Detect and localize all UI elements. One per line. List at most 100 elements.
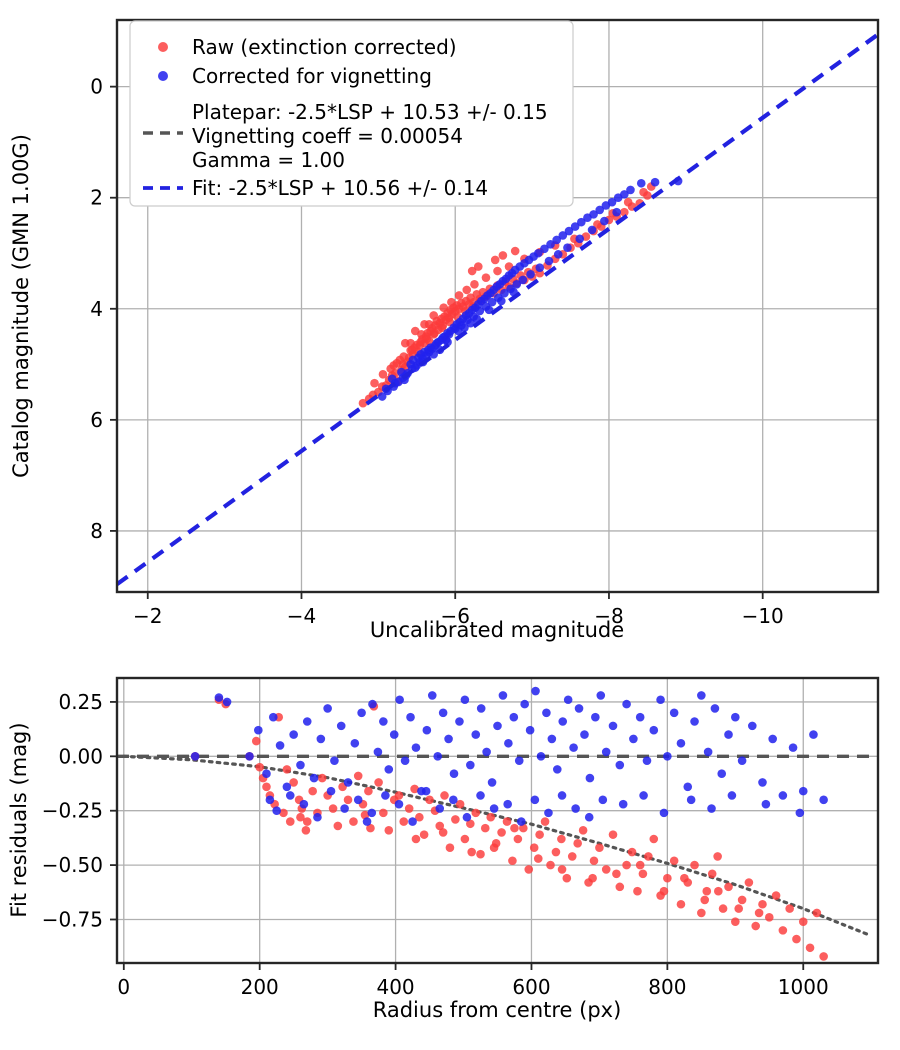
data-point <box>379 717 388 726</box>
data-point <box>449 795 458 805</box>
data-point <box>481 273 491 282</box>
data-point <box>214 693 224 702</box>
data-point <box>444 734 453 744</box>
tick-label-x: −8 <box>594 604 623 628</box>
data-point <box>731 712 740 722</box>
data-point <box>622 699 631 709</box>
data-point <box>265 795 275 805</box>
data-point <box>425 795 434 805</box>
data-point <box>724 730 733 739</box>
data-point <box>406 338 415 348</box>
top-tick-labels: −2 −4 −6 −8 −10 0 2 4 6 8 <box>90 75 784 628</box>
data-point <box>608 721 618 731</box>
data-point <box>493 721 502 731</box>
data-point <box>513 834 523 844</box>
data-point <box>395 695 404 705</box>
data-point <box>710 704 720 713</box>
data-point <box>440 791 449 800</box>
data-point <box>524 865 534 874</box>
vignetting-model-curve <box>122 754 873 938</box>
tick-label-x: −4 <box>287 604 316 628</box>
data-point <box>627 847 637 857</box>
data-point <box>562 873 572 883</box>
tick-label-y: 8 <box>90 519 103 543</box>
data-point <box>392 358 402 368</box>
data-point <box>367 808 377 818</box>
data-point <box>462 285 472 295</box>
data-point <box>364 786 373 796</box>
data-point <box>377 392 387 401</box>
data-point <box>379 808 388 818</box>
data-point <box>553 250 563 259</box>
data-point <box>761 799 771 809</box>
legend: Raw (extinction corrected) Corrected for… <box>129 20 574 207</box>
data-point <box>659 808 669 818</box>
data-point <box>591 712 600 722</box>
data-point <box>639 791 648 800</box>
data-point <box>547 734 557 744</box>
data-point <box>785 904 794 913</box>
data-point <box>690 860 699 870</box>
data-point <box>254 725 263 735</box>
data-point <box>563 695 573 705</box>
top-y-axis-title: Catalog magnitude (GMN 1.00G) <box>9 134 33 478</box>
data-point <box>313 812 322 822</box>
data-point <box>608 830 618 839</box>
legend-label-raw: Raw (extinction corrected) <box>192 35 457 59</box>
data-point <box>296 812 305 822</box>
data-point <box>467 266 477 276</box>
data-point <box>429 350 438 359</box>
data-point <box>471 730 481 739</box>
data-point <box>649 834 659 844</box>
data-point <box>487 778 497 787</box>
data-point <box>551 847 561 857</box>
data-point <box>460 323 469 332</box>
data-point <box>268 712 278 722</box>
data-point <box>680 873 689 883</box>
data-point <box>636 178 646 188</box>
tick-label-x: 600 <box>512 975 550 999</box>
data-point <box>595 205 605 215</box>
data-point <box>435 821 445 831</box>
data-point <box>514 756 524 765</box>
data-point <box>432 338 442 348</box>
data-point <box>349 817 358 826</box>
data-point <box>299 799 309 809</box>
data-point <box>323 704 332 713</box>
data-point <box>497 828 506 837</box>
top-plot-frame <box>115 18 880 594</box>
data-point <box>245 752 254 761</box>
data-point <box>635 712 645 722</box>
bottom-gridlines <box>117 678 878 963</box>
data-point <box>282 765 292 774</box>
data-point <box>279 808 288 818</box>
data-point <box>557 791 567 800</box>
data-point <box>569 743 578 752</box>
data-point <box>497 296 506 306</box>
data-point <box>612 207 621 217</box>
data-point <box>374 778 383 787</box>
data-point <box>399 352 409 361</box>
data-point <box>558 231 568 240</box>
data-point <box>778 926 788 935</box>
data-point <box>455 717 464 726</box>
data-point <box>251 736 261 746</box>
data-point <box>744 878 754 887</box>
tick-label-x: 800 <box>648 975 686 999</box>
data-point <box>490 255 500 265</box>
data-point <box>500 288 509 298</box>
data-point <box>768 734 777 744</box>
data-point <box>222 697 232 707</box>
panel-fit-residuals: 0 200 400 600 800 1000 0.25 0.00 −0.25 −0.50 −0.75… <box>7 676 880 1022</box>
data-point <box>697 908 706 918</box>
data-point <box>557 834 566 844</box>
data-point <box>282 782 292 792</box>
tick-label-x: 200 <box>241 975 279 999</box>
data-point <box>255 762 264 772</box>
data-point <box>386 364 395 374</box>
data-point <box>727 791 737 800</box>
data-point <box>451 815 460 824</box>
data-point <box>650 177 660 187</box>
data-point <box>542 708 551 718</box>
data-point <box>520 699 529 709</box>
